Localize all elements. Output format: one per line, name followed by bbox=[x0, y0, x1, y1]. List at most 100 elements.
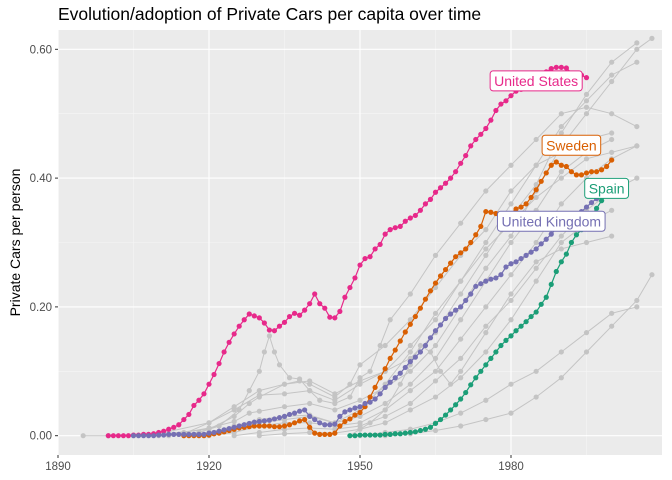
data-point-united-states bbox=[387, 227, 393, 233]
x-tick-label: 1890 bbox=[45, 461, 71, 473]
background-point bbox=[246, 388, 252, 394]
series-sweden bbox=[181, 157, 615, 439]
background-point bbox=[609, 310, 615, 316]
data-point-sweden bbox=[377, 375, 383, 381]
data-point-united-states bbox=[448, 175, 454, 181]
data-point-united-kingdom bbox=[276, 415, 283, 421]
data-point-united-kingdom bbox=[337, 413, 343, 419]
data-point-sweden bbox=[407, 321, 413, 327]
data-point-united-states bbox=[352, 275, 358, 281]
background-point bbox=[347, 381, 353, 387]
data-point-spain bbox=[478, 368, 484, 374]
data-point-united-states bbox=[191, 402, 197, 409]
background-point bbox=[231, 418, 237, 425]
background-series-line bbox=[133, 61, 638, 437]
axes: 1890 1920 1950 1980 0.00 0.20 0.40 0.60 Private … bbox=[7, 44, 524, 473]
data-point-sweden bbox=[302, 416, 308, 423]
data-point-sweden bbox=[357, 409, 363, 416]
data-point-united-kingdom bbox=[588, 199, 595, 206]
data-point-spain bbox=[347, 433, 353, 439]
background-point bbox=[407, 342, 413, 349]
data-point-sweden bbox=[448, 260, 454, 266]
background-point bbox=[347, 394, 353, 400]
data-point-united-states bbox=[176, 422, 182, 428]
background-series-line bbox=[158, 106, 638, 437]
background-point bbox=[432, 252, 439, 258]
background-point bbox=[634, 175, 640, 181]
background-point bbox=[609, 72, 615, 78]
background-point bbox=[458, 291, 464, 297]
data-point-united-kingdom bbox=[513, 259, 519, 265]
y-tick-label: 0.20 bbox=[30, 302, 52, 314]
background-point bbox=[458, 278, 464, 284]
background-point bbox=[634, 46, 640, 52]
data-point-spain bbox=[568, 239, 575, 246]
data-point-united-states bbox=[392, 225, 398, 231]
background-point bbox=[609, 111, 615, 117]
background-point bbox=[367, 420, 373, 426]
data-point-united-kingdom bbox=[478, 281, 484, 287]
data-point-united-kingdom bbox=[448, 311, 454, 317]
data-point-united-states bbox=[337, 308, 343, 315]
data-point-spain bbox=[503, 337, 509, 343]
data-point-united-states bbox=[196, 397, 202, 403]
data-point-united-states bbox=[362, 255, 368, 262]
data-point-sweden bbox=[271, 424, 278, 430]
data-point-sweden bbox=[251, 423, 257, 429]
data-point-sweden bbox=[458, 250, 464, 256]
data-point-united-states bbox=[442, 180, 449, 186]
background-point bbox=[533, 368, 539, 374]
data-point-sweden bbox=[276, 424, 283, 430]
data-point-sweden bbox=[317, 431, 323, 437]
data-point-sweden bbox=[473, 232, 479, 238]
data-point-united-states bbox=[302, 307, 308, 313]
data-point-united-kingdom bbox=[377, 391, 383, 397]
data-point-spain bbox=[448, 407, 454, 413]
data-point-united-states bbox=[256, 315, 262, 321]
data-point-united-kingdom bbox=[241, 422, 247, 428]
data-point-united-states bbox=[221, 349, 227, 355]
data-point-united-kingdom bbox=[518, 255, 524, 262]
background-point bbox=[432, 368, 439, 374]
data-point-united-kingdom bbox=[417, 349, 423, 355]
background-point bbox=[558, 175, 564, 181]
background-point bbox=[407, 388, 413, 394]
data-point-united-states bbox=[171, 424, 177, 430]
background-point bbox=[458, 317, 464, 323]
background-point bbox=[407, 368, 413, 374]
data-point-united-states bbox=[548, 66, 554, 72]
data-point-sweden bbox=[568, 169, 575, 175]
background-point bbox=[609, 136, 615, 143]
background-point bbox=[432, 310, 439, 316]
data-point-united-states bbox=[312, 291, 318, 297]
data-point-united-kingdom bbox=[146, 433, 152, 439]
data-point-united-kingdom bbox=[156, 432, 162, 438]
data-point-united-states bbox=[382, 231, 388, 237]
data-point-united-kingdom bbox=[432, 328, 439, 334]
data-point-united-kingdom bbox=[140, 433, 147, 439]
data-point-spain bbox=[442, 412, 449, 418]
data-point-spain bbox=[473, 375, 479, 381]
x-tick-label: 1920 bbox=[196, 461, 222, 473]
data-point-sweden bbox=[538, 178, 544, 184]
data-point-united-kingdom bbox=[498, 272, 504, 278]
background-point bbox=[558, 130, 564, 136]
background-point bbox=[407, 400, 413, 407]
data-point-spain bbox=[553, 268, 559, 275]
data-point-united-kingdom bbox=[256, 418, 262, 425]
background-point bbox=[432, 394, 439, 400]
data-point-united-states bbox=[291, 310, 298, 316]
data-point-sweden bbox=[543, 170, 549, 176]
data-point-sweden bbox=[437, 273, 444, 279]
data-point-spain bbox=[483, 362, 489, 368]
data-point-sweden bbox=[553, 159, 559, 165]
data-point-united-kingdom bbox=[211, 429, 217, 436]
background-point bbox=[261, 349, 267, 355]
background-point bbox=[609, 78, 615, 85]
background-point bbox=[558, 111, 564, 117]
data-point-united-states bbox=[377, 241, 383, 248]
data-point-united-states bbox=[206, 381, 212, 387]
data-point-united-kingdom bbox=[151, 433, 157, 439]
data-point-united-states bbox=[286, 313, 293, 320]
